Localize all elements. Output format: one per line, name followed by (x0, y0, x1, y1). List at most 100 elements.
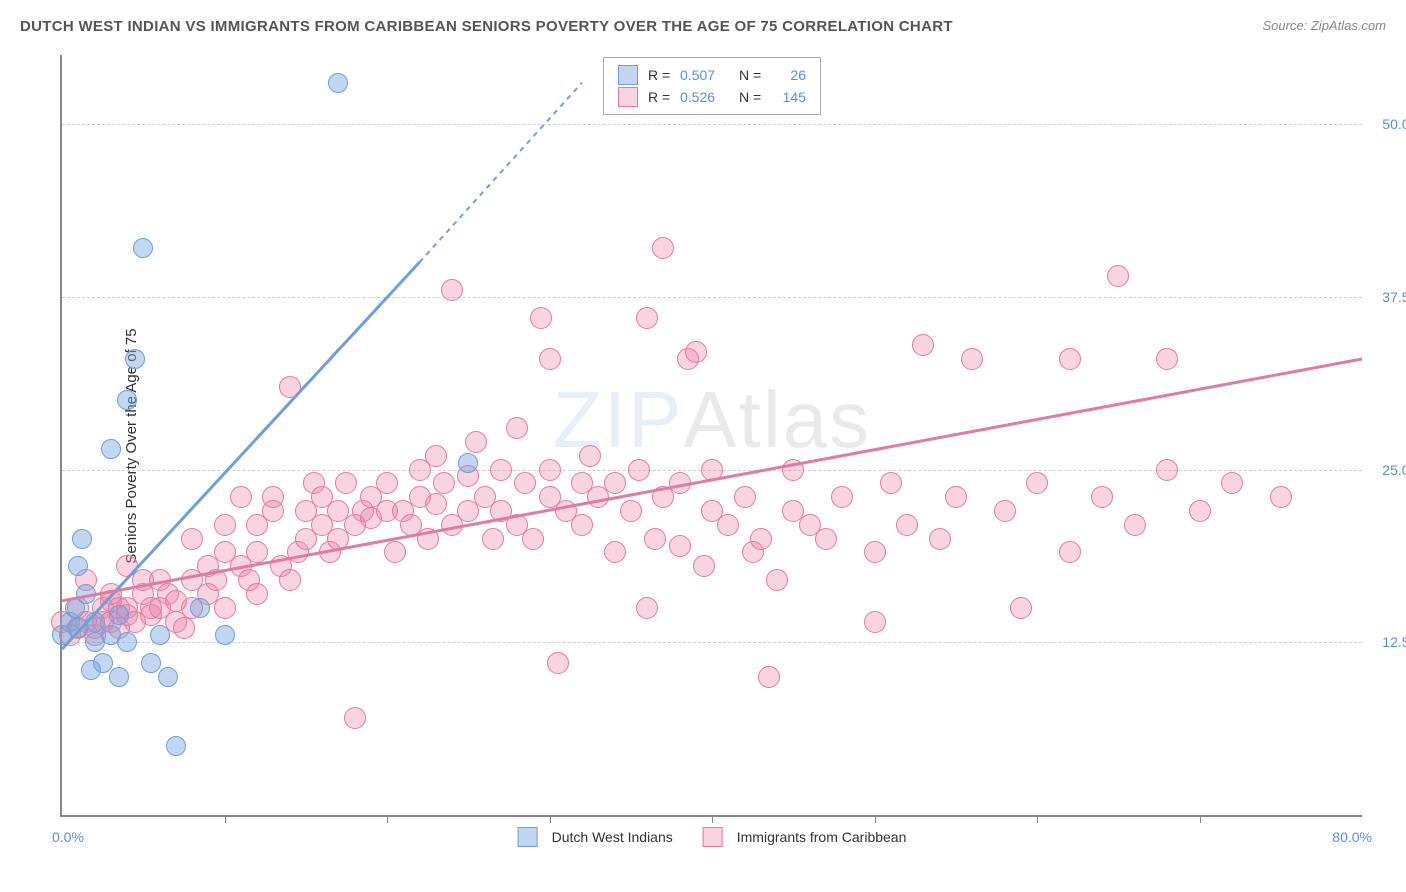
legend-n-value: 145 (771, 89, 806, 105)
data-point (72, 529, 92, 549)
data-point (117, 632, 137, 652)
x-tick (1200, 815, 1201, 823)
x-tick (875, 815, 876, 823)
watermark-zip: ZIP (553, 375, 683, 464)
data-point (1059, 348, 1081, 370)
data-point (644, 528, 666, 550)
data-point (579, 445, 601, 467)
y-tick-label: 37.5% (1367, 289, 1406, 305)
data-point (669, 535, 691, 557)
data-point (150, 625, 170, 645)
data-point (1026, 472, 1048, 494)
data-point (158, 667, 178, 687)
plot-area: ZIPAtlas R =0.507N =26R =0.526N =145 0.0… (60, 55, 1362, 817)
data-point (101, 439, 121, 459)
data-point (425, 445, 447, 467)
data-point (571, 514, 593, 536)
source-label: Source: ZipAtlas.com (1262, 18, 1386, 33)
legend-n-label: N = (739, 67, 767, 83)
data-point (628, 459, 650, 481)
legend-r-value: 0.507 (680, 67, 735, 83)
y-tick-label: 25.0% (1367, 462, 1406, 478)
data-point (214, 597, 236, 619)
data-point (76, 584, 96, 604)
data-point (93, 653, 113, 673)
legend-swatch (518, 827, 538, 847)
data-point (620, 500, 642, 522)
legend-r-label: R = (648, 89, 676, 105)
legend-r-value: 0.526 (680, 89, 735, 105)
data-point (1107, 265, 1129, 287)
data-point (766, 569, 788, 591)
data-point (758, 666, 780, 688)
data-point (125, 349, 145, 369)
legend-series-name: Immigrants from Caribbean (737, 829, 907, 845)
data-point (246, 583, 268, 605)
data-point (246, 541, 268, 563)
data-point (701, 459, 723, 481)
data-point (490, 459, 512, 481)
data-point (815, 528, 837, 550)
data-point (181, 528, 203, 550)
x-tick (225, 815, 226, 823)
data-point (652, 237, 674, 259)
data-point (734, 486, 756, 508)
data-point (109, 667, 129, 687)
data-point (604, 541, 626, 563)
data-point (994, 500, 1016, 522)
gridline (62, 297, 1362, 298)
data-point (750, 528, 772, 550)
legend-item: Dutch West Indians (518, 827, 673, 847)
data-point (205, 569, 227, 591)
x-tick (712, 815, 713, 823)
data-point (1091, 486, 1113, 508)
legend-row: R =0.507N =26 (618, 64, 806, 86)
data-point (636, 597, 658, 619)
data-point (961, 348, 983, 370)
data-point (604, 472, 626, 494)
data-point (133, 238, 153, 258)
data-point (279, 376, 301, 398)
legend-swatch (618, 65, 638, 85)
x-tick (550, 815, 551, 823)
series-legend: Dutch West Indians Immigrants from Caribb… (518, 827, 907, 847)
data-point (166, 736, 186, 756)
data-point (482, 528, 504, 550)
data-point (117, 390, 137, 410)
data-point (376, 472, 398, 494)
data-point (929, 528, 951, 550)
legend-series-name: Dutch West Indians (552, 829, 673, 845)
data-point (831, 486, 853, 508)
legend-row: R =0.526N =145 (618, 86, 806, 108)
data-point (864, 611, 886, 633)
gridline (62, 642, 1362, 643)
data-point (279, 569, 301, 591)
data-point (1124, 514, 1146, 536)
data-point (693, 555, 715, 577)
correlation-legend: R =0.507N =26R =0.526N =145 (603, 57, 821, 115)
data-point (522, 528, 544, 550)
data-point (1156, 459, 1178, 481)
data-point (1270, 486, 1292, 508)
data-point (912, 334, 934, 356)
data-point (539, 459, 561, 481)
x-axis-min-label: 0.0% (52, 829, 84, 845)
chart-title: DUTCH WEST INDIAN VS IMMIGRANTS FROM CAR… (20, 18, 953, 35)
trend-line-extrapolated (420, 83, 583, 263)
data-point (896, 514, 918, 536)
data-point (1010, 597, 1032, 619)
data-point (880, 472, 902, 494)
y-tick-label: 12.5% (1367, 634, 1406, 650)
gridline (62, 124, 1362, 125)
data-point (335, 472, 357, 494)
data-point (864, 541, 886, 563)
data-point (173, 617, 195, 639)
data-point (85, 612, 105, 632)
data-point (190, 598, 210, 618)
data-point (262, 486, 284, 508)
data-point (344, 707, 366, 729)
data-point (945, 486, 967, 508)
data-point (1221, 472, 1243, 494)
data-point (717, 514, 739, 536)
data-point (669, 472, 691, 494)
